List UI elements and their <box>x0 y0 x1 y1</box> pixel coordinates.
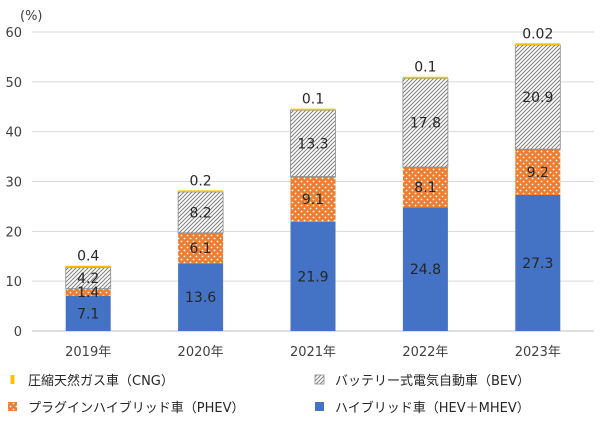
legend-swatch-bev <box>314 374 325 385</box>
bar-segment-phev <box>290 176 336 222</box>
legend-label-cng: 圧縮天然ガス車（CNG） <box>28 373 174 389</box>
legend-swatch-hev <box>315 402 324 411</box>
data-label-hev: 24.8 <box>410 262 441 278</box>
bar-segment-cng <box>65 265 111 268</box>
legend-label-phev: プラグインハイブリッド車（PHEV） <box>28 400 244 416</box>
data-label-cng: 0.1 <box>302 92 324 108</box>
bar-segment-bev <box>402 77 449 168</box>
data-label-bev: 13.3 <box>297 136 328 152</box>
x-tick-label: 2022年 <box>402 345 448 360</box>
legend: 圧縮天然ガス車（CNG） バッテリー式電気自動車（BEV） プラグインハイブリッド車… <box>8 373 530 416</box>
data-label-phev: 6.1 <box>189 241 211 257</box>
legend-swatch-cng <box>10 375 15 384</box>
bar-segment-hev <box>402 207 448 331</box>
bar-segment-bev <box>514 44 561 150</box>
legend-item-bev: バッテリー式電気自動車（BEV） <box>314 373 530 389</box>
legend-item-cng: 圧縮天然ガス車（CNG） <box>10 373 174 389</box>
data-label-cng: 0.1 <box>414 60 436 76</box>
x-tick-label: 2019年 <box>65 345 111 360</box>
x-tick-label: 2021年 <box>290 345 336 360</box>
bar-segment-phev <box>402 167 448 208</box>
bar-segment-phev <box>515 149 561 195</box>
x-tick-label: 2023年 <box>515 345 561 360</box>
data-label-phev: 9.1 <box>302 192 324 208</box>
y-axis-ticks: 0 10 20 30 40 50 60 <box>5 26 22 340</box>
y-tick-label: 0 <box>14 325 22 340</box>
y-axis-unit: (%) <box>20 9 43 24</box>
data-label-bev: 20.9 <box>522 90 553 106</box>
data-label-cng: 0.02 <box>522 26 553 42</box>
y-tick-label: 30 <box>5 176 22 191</box>
x-axis-ticks: 2019年 2020年 2021年 2022年 2023年 <box>65 345 561 360</box>
data-label-phev: 8.1 <box>414 180 436 196</box>
y-tick-label: 20 <box>5 225 22 240</box>
bar-segment-bev <box>177 191 224 234</box>
bar-segment-cng <box>178 190 224 192</box>
data-label-hev: 13.6 <box>185 290 216 306</box>
legend-item-hev: ハイブリッド車（HEV＋MHEV） <box>315 400 530 416</box>
bar-segment-phev <box>65 288 111 296</box>
data-labels: 7.1 1.44.2 0.4 13.6 6.1 8.2 0.2 21.9 9.1 13.3 0.1 2… <box>77 26 553 322</box>
legend-swatch-phev <box>8 402 17 411</box>
y-tick-label: 50 <box>5 76 22 91</box>
data-label-cng: 0.2 <box>189 173 211 189</box>
y-tick-label: 60 <box>5 26 22 41</box>
bar-segment-cng <box>402 76 448 79</box>
bar-segment-phev <box>178 232 224 264</box>
data-label-phev: 1.4 <box>77 285 99 301</box>
data-label-phev: 9.2 <box>527 165 549 181</box>
data-label-hev: 27.3 <box>522 256 553 272</box>
data-label-bev: 4.2 <box>77 271 99 287</box>
data-label-bev: 17.8 <box>410 116 441 132</box>
bar-segment-hev <box>290 221 336 331</box>
data-label-hev: 7.1 <box>77 306 99 322</box>
bar-segment-cng <box>290 108 336 111</box>
legend-label-hev: ハイブリッド車（HEV＋MHEV） <box>335 400 530 416</box>
bar-segment-hev <box>178 263 224 331</box>
bars <box>65 43 561 331</box>
data-label-hev: 21.9 <box>297 269 328 285</box>
y-tick-label: 40 <box>5 126 22 141</box>
x-tick-label: 2020年 <box>178 345 224 360</box>
legend-label-bev: バッテリー式電気自動車（BEV） <box>335 373 530 389</box>
bar-segment-hev <box>515 194 561 331</box>
data-label-bev: 8.2 <box>189 205 211 221</box>
legend-item-phev: プラグインハイブリッド車（PHEV） <box>8 400 244 416</box>
bar-segment-cng <box>515 43 561 45</box>
bar-segment-hev <box>65 295 111 331</box>
y-tick-label: 10 <box>5 275 22 290</box>
data-label-cng: 0.4 <box>77 249 99 265</box>
